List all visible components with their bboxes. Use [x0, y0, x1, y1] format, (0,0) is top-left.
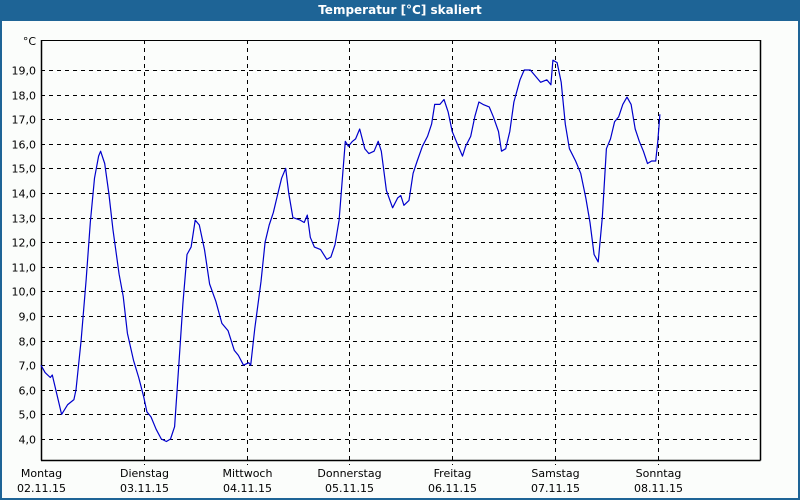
y-tick-label: 4,0	[19, 434, 37, 447]
y-tick-label: 18,0	[12, 90, 37, 103]
y-tick-label: 19,0	[12, 65, 37, 78]
y-tick-label: 6,0	[19, 385, 37, 398]
x-tick-date-label: 04.11.15	[223, 482, 272, 495]
y-tick-label: 15,0	[12, 163, 37, 176]
x-tick-day-label: Samstag	[531, 467, 579, 480]
y-tick-label: 8,0	[19, 336, 37, 349]
y-tick-label: 16,0	[12, 139, 37, 152]
y-tick-label: 14,0	[12, 188, 37, 201]
x-tick-day-label: Montag	[21, 467, 62, 480]
x-tick-day-label: Dienstag	[120, 467, 169, 480]
y-tick-label: 7,0	[19, 360, 37, 373]
y-tick-label: 9,0	[19, 311, 37, 324]
x-tick-day-label: Freitag	[434, 467, 472, 480]
y-tick-label: 13,0	[12, 213, 37, 226]
x-tick-date-label: 06.11.15	[428, 482, 477, 495]
temperature-series-line	[40, 59, 661, 443]
y-tick-label: 17,0	[12, 114, 37, 127]
y-axis-unit-label: °C	[23, 35, 37, 48]
x-tick-date-label: 05.11.15	[325, 482, 374, 495]
window-title: Temperatur [°C] skaliert	[318, 3, 482, 17]
y-tick-label: 12,0	[12, 237, 37, 250]
y-tick-label: 5,0	[19, 409, 37, 422]
x-tick-day-label: Donnerstag	[317, 467, 381, 480]
x-tick-day-label: Sonntag	[636, 467, 682, 480]
x-tick-date-label: 08.11.15	[634, 482, 683, 495]
x-tick-day-label: Mittwoch	[223, 467, 273, 480]
y-tick-label: 10,0	[12, 286, 37, 299]
chart-canvas	[2, 21, 798, 498]
x-tick-date-label: 02.11.15	[17, 482, 66, 495]
y-tick-label: 11,0	[12, 262, 37, 275]
x-tick-date-label: 03.11.15	[120, 482, 169, 495]
x-tick-date-label: 07.11.15	[531, 482, 580, 495]
